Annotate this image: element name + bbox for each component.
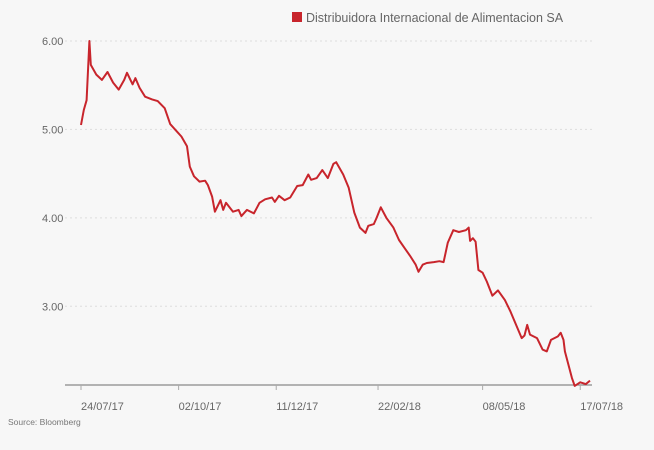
x-tick-label: 08/05/18: [483, 401, 526, 413]
x-axis: 24/07/17 02/10/17 11/12/17 22/02/18 08/05/18…: [80, 385, 623, 413]
y-axis: 6.00 5.00 4.00 3.00: [42, 36, 63, 313]
y-tick-label: 6.00: [42, 36, 63, 48]
legend-swatch: [292, 12, 302, 22]
x-tick-label: 17/07/18: [580, 401, 623, 413]
y-tick-label: 3.00: [42, 301, 63, 313]
x-tick-label: 24/07/17: [81, 401, 124, 413]
source-note: Source: Bloomberg: [8, 417, 81, 427]
legend-label: Distribuidora Internacional de Alimentac…: [306, 11, 564, 25]
x-tick-label: 02/10/17: [179, 401, 222, 413]
x-tick-label: 22/02/18: [378, 401, 421, 413]
series-line: [80, 40, 591, 387]
y-tick-label: 5.00: [42, 124, 63, 136]
y-tick-label: 4.00: [42, 213, 63, 225]
gridlines: [65, 40, 595, 307]
legend: Distribuidora Internacional de Alimentac…: [292, 11, 564, 25]
x-tick-label: 11/12/17: [276, 401, 318, 413]
